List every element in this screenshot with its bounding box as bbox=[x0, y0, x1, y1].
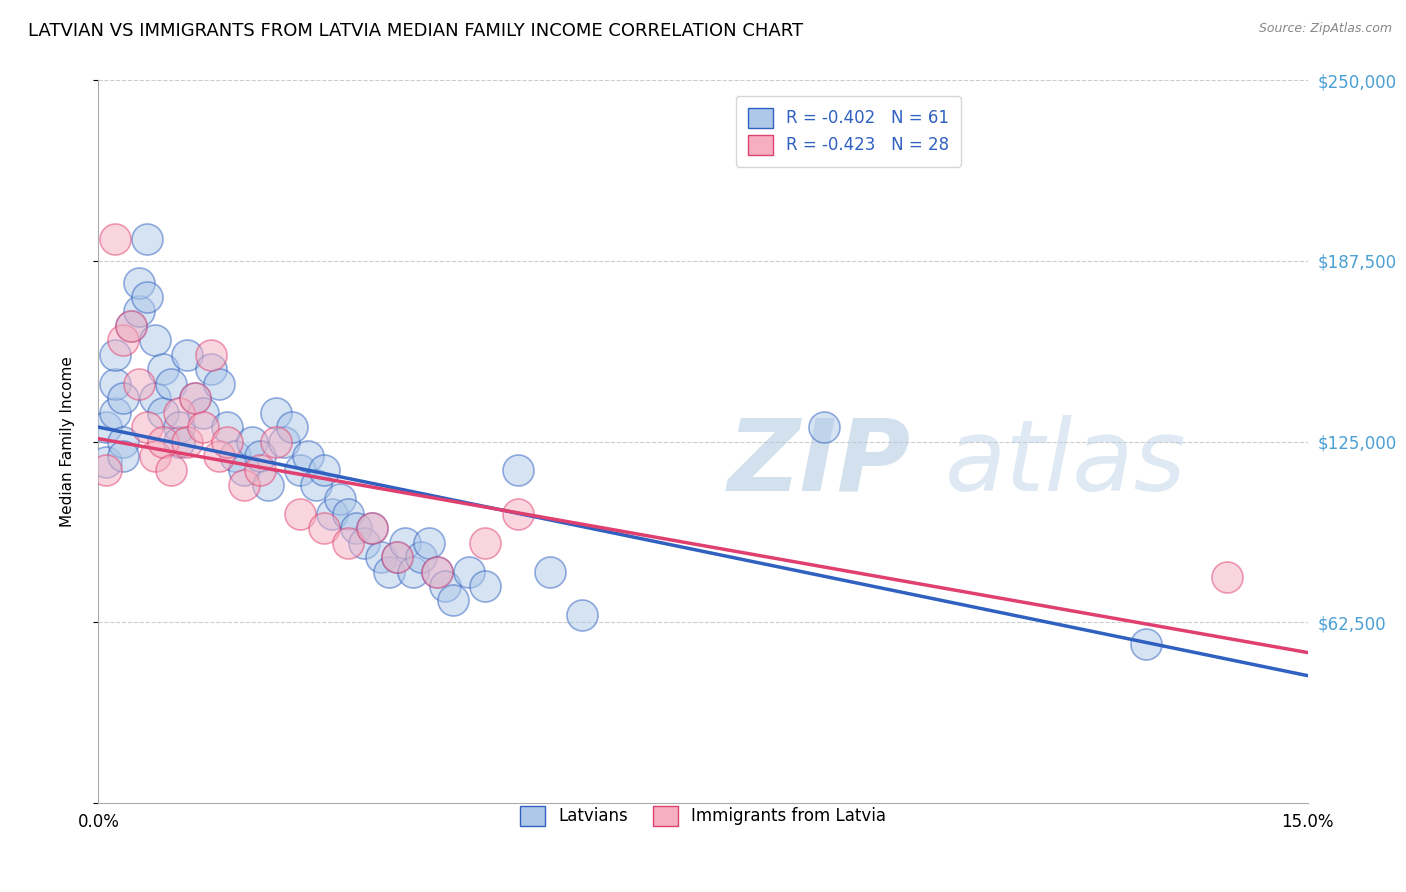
Point bbox=[305, 478, 328, 492]
Point bbox=[128, 376, 150, 391]
Point bbox=[314, 521, 336, 535]
Point bbox=[200, 348, 222, 362]
Point bbox=[96, 420, 118, 434]
Point bbox=[256, 478, 278, 492]
Point bbox=[152, 362, 174, 376]
Point bbox=[426, 565, 449, 579]
Point bbox=[240, 434, 263, 449]
Point bbox=[143, 391, 166, 405]
Point bbox=[167, 406, 190, 420]
Point bbox=[813, 420, 835, 434]
Point bbox=[288, 463, 311, 477]
Point bbox=[128, 304, 150, 318]
Point bbox=[273, 434, 295, 449]
Point bbox=[571, 607, 593, 622]
Point bbox=[249, 463, 271, 477]
Text: Source: ZipAtlas.com: Source: ZipAtlas.com bbox=[1258, 22, 1392, 36]
Point bbox=[288, 507, 311, 521]
Point bbox=[224, 449, 246, 463]
Point bbox=[152, 434, 174, 449]
Point bbox=[314, 463, 336, 477]
Point bbox=[474, 535, 496, 549]
Point bbox=[337, 507, 360, 521]
Point bbox=[193, 420, 215, 434]
Point bbox=[377, 565, 399, 579]
Text: atlas: atlas bbox=[945, 415, 1187, 512]
Point bbox=[297, 449, 319, 463]
Text: ZIP: ZIP bbox=[727, 415, 910, 512]
Point bbox=[135, 232, 157, 246]
Point bbox=[128, 276, 150, 290]
Point bbox=[120, 318, 142, 333]
Point bbox=[103, 406, 125, 420]
Point bbox=[176, 434, 198, 449]
Point bbox=[474, 579, 496, 593]
Point bbox=[200, 362, 222, 376]
Point bbox=[96, 455, 118, 469]
Point bbox=[344, 521, 367, 535]
Point bbox=[441, 593, 464, 607]
Point bbox=[1135, 637, 1157, 651]
Point bbox=[370, 550, 392, 565]
Point bbox=[458, 565, 481, 579]
Point bbox=[184, 391, 207, 405]
Point bbox=[329, 492, 352, 507]
Point bbox=[208, 449, 231, 463]
Point bbox=[96, 463, 118, 477]
Point bbox=[217, 434, 239, 449]
Point bbox=[193, 406, 215, 420]
Point bbox=[111, 334, 134, 348]
Point bbox=[361, 521, 384, 535]
Point bbox=[167, 420, 190, 434]
Point bbox=[103, 232, 125, 246]
Point bbox=[176, 348, 198, 362]
Point bbox=[111, 434, 134, 449]
Point bbox=[264, 434, 287, 449]
Point bbox=[160, 376, 183, 391]
Point bbox=[135, 290, 157, 304]
Point bbox=[184, 391, 207, 405]
Point bbox=[418, 535, 440, 549]
Point bbox=[337, 535, 360, 549]
Point bbox=[160, 463, 183, 477]
Point bbox=[264, 406, 287, 420]
Legend: Latvians, Immigrants from Latvia: Latvians, Immigrants from Latvia bbox=[508, 794, 898, 838]
Point bbox=[103, 376, 125, 391]
Point bbox=[167, 434, 190, 449]
Point bbox=[120, 318, 142, 333]
Point bbox=[394, 535, 416, 549]
Point bbox=[143, 334, 166, 348]
Point bbox=[208, 376, 231, 391]
Point bbox=[232, 478, 254, 492]
Point bbox=[385, 550, 408, 565]
Point bbox=[506, 463, 529, 477]
Point bbox=[1216, 570, 1239, 584]
Point bbox=[353, 535, 375, 549]
Point bbox=[143, 449, 166, 463]
Point bbox=[249, 449, 271, 463]
Point bbox=[135, 420, 157, 434]
Point bbox=[111, 449, 134, 463]
Point bbox=[232, 463, 254, 477]
Point bbox=[217, 420, 239, 434]
Point bbox=[361, 521, 384, 535]
Point bbox=[538, 565, 561, 579]
Point bbox=[103, 348, 125, 362]
Text: LATVIAN VS IMMIGRANTS FROM LATVIA MEDIAN FAMILY INCOME CORRELATION CHART: LATVIAN VS IMMIGRANTS FROM LATVIA MEDIAN… bbox=[28, 22, 803, 40]
Point bbox=[402, 565, 425, 579]
Point bbox=[152, 406, 174, 420]
Y-axis label: Median Family Income: Median Family Income bbox=[60, 356, 75, 527]
Point bbox=[434, 579, 457, 593]
Point bbox=[385, 550, 408, 565]
Point bbox=[281, 420, 304, 434]
Point bbox=[409, 550, 432, 565]
Point bbox=[426, 565, 449, 579]
Point bbox=[506, 507, 529, 521]
Point bbox=[111, 391, 134, 405]
Point bbox=[321, 507, 343, 521]
